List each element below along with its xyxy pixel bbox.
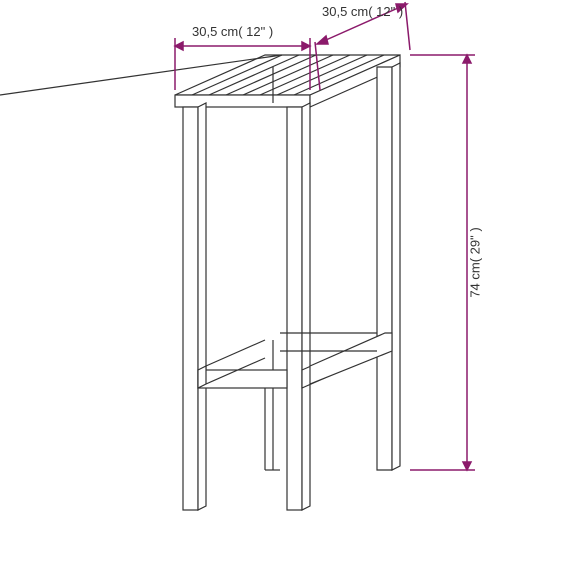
width-label: 30,5 cm( 12" ): [192, 24, 273, 39]
height-label: 74 cm( 29" ): [468, 227, 483, 297]
diagram-container: 30,5 cm( 12" ) 30,5 cm( 12" ) 74 cm( 29"…: [0, 0, 584, 584]
depth-label: 30,5 cm( 12" ): [322, 4, 403, 19]
stool-drawing: [0, 0, 584, 584]
